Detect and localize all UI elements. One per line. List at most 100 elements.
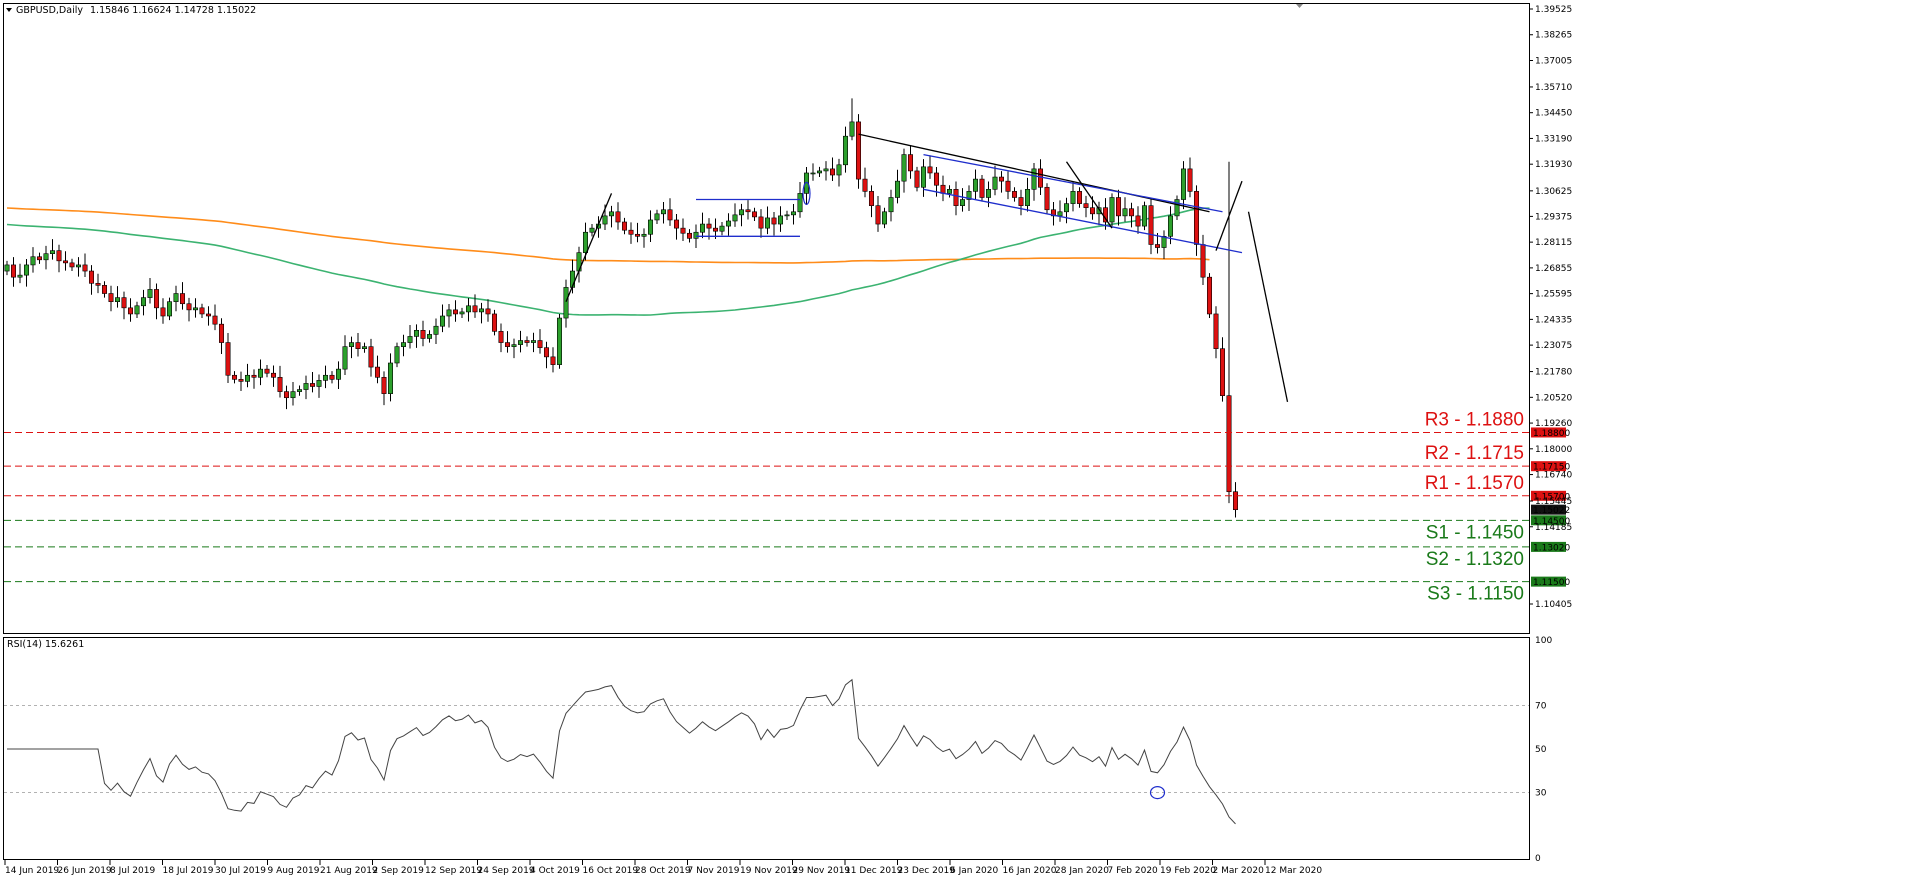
level-label: S1 - 1.1450 bbox=[1426, 522, 1524, 543]
candle bbox=[621, 217, 627, 235]
candle bbox=[485, 299, 491, 322]
price-tick-label: 1.21780 bbox=[1535, 368, 1572, 378]
trendline-march-up[interactable] bbox=[1215, 180, 1243, 251]
date-tick-label: 14 Jun 2019 bbox=[5, 866, 59, 876]
candle bbox=[446, 303, 452, 328]
candle bbox=[1025, 177, 1031, 212]
trendline-october[interactable] bbox=[565, 193, 613, 302]
candle bbox=[115, 286, 121, 308]
candle bbox=[23, 258, 29, 287]
price-tick-label: 1.31930 bbox=[1535, 160, 1572, 170]
candle bbox=[1207, 273, 1213, 319]
date-tick-label: 12 Mar 2020 bbox=[1265, 866, 1322, 876]
level-label: S2 - 1.1320 bbox=[1426, 549, 1524, 570]
candle bbox=[758, 209, 764, 238]
level-price-tag bbox=[1531, 515, 1566, 526]
support-resistance-levels: R3 - 1.1880 1.18800 R2 - 1.1715 1.17150 R1 -… bbox=[4, 409, 1570, 605]
candle bbox=[180, 282, 186, 310]
candle bbox=[232, 371, 238, 384]
candle bbox=[517, 330, 523, 353]
candle bbox=[524, 336, 530, 347]
price-tick-label: 1.18000 bbox=[1535, 445, 1572, 455]
candle bbox=[36, 252, 42, 264]
trendline-descending-upper[interactable] bbox=[858, 133, 1210, 213]
price-tick-label: 1.15445 bbox=[1535, 497, 1572, 507]
candle bbox=[1051, 201, 1057, 226]
scroll-marker-icon[interactable] bbox=[1296, 4, 1303, 8]
candle bbox=[30, 247, 36, 273]
date-tick-label: 16 Jan 2020 bbox=[1003, 866, 1057, 876]
candle bbox=[102, 281, 108, 298]
date-tick-label: 28 Oct 2019 bbox=[635, 866, 691, 876]
ma-orange-line bbox=[6, 207, 1210, 264]
candle bbox=[1018, 189, 1024, 216]
candle bbox=[108, 285, 114, 312]
price-tick-label: 1.24335 bbox=[1535, 315, 1572, 325]
price-tick-label: 1.29375 bbox=[1535, 212, 1572, 222]
price-axis: 1.39525 1.38265 1.37005 1.35710 1.34450 1.331… bbox=[1529, 5, 1572, 610]
candle bbox=[699, 212, 705, 239]
candle bbox=[654, 209, 660, 225]
rsi-plot: 100 70 50 30 0 bbox=[4, 636, 1552, 864]
candle bbox=[413, 324, 419, 348]
level-price-tag-text: 1.18800 bbox=[1533, 429, 1570, 439]
candle bbox=[89, 265, 95, 295]
candle bbox=[628, 222, 634, 244]
candle bbox=[550, 347, 556, 373]
candle bbox=[914, 166, 920, 192]
date-tick-label: 2 Mar 2020 bbox=[1213, 866, 1265, 876]
candle bbox=[459, 307, 465, 319]
channel-upper-line[interactable] bbox=[923, 153, 1223, 213]
candle bbox=[829, 157, 835, 181]
ma-green-line bbox=[6, 207, 1210, 316]
candle bbox=[972, 169, 978, 200]
candle bbox=[771, 211, 777, 236]
candle bbox=[141, 289, 147, 316]
candle bbox=[530, 332, 536, 353]
candle bbox=[407, 324, 413, 349]
symbol-label: GBPUSD,Daily bbox=[16, 5, 83, 16]
trendline-february[interactable] bbox=[1065, 161, 1113, 229]
candle bbox=[667, 198, 673, 226]
candle bbox=[751, 207, 757, 221]
candle bbox=[764, 206, 770, 235]
candle bbox=[381, 371, 387, 406]
rsi-tick-label: 30 bbox=[1535, 789, 1547, 799]
price-plot bbox=[4, 98, 1289, 518]
candle bbox=[673, 214, 679, 240]
symbol-dropdown-icon[interactable] bbox=[6, 8, 12, 12]
price-tick-label: 1.30625 bbox=[1535, 187, 1572, 197]
date-tick-label: 29 Nov 2019 bbox=[793, 866, 851, 876]
candle bbox=[894, 169, 900, 204]
candle bbox=[186, 297, 192, 322]
candle bbox=[608, 205, 614, 228]
rsi-highlight-ellipse[interactable] bbox=[1149, 785, 1166, 800]
trendline-march-down[interactable] bbox=[1247, 211, 1289, 402]
candle bbox=[725, 213, 731, 236]
candle bbox=[979, 175, 985, 202]
candle bbox=[641, 228, 647, 248]
channel-lower-line[interactable] bbox=[923, 188, 1243, 254]
highlight-ellipse[interactable] bbox=[802, 181, 811, 206]
rsi-tick-label: 50 bbox=[1535, 745, 1547, 755]
candle bbox=[790, 204, 796, 225]
candle bbox=[946, 185, 952, 198]
current-price-tag-text: 1.15022 bbox=[1533, 506, 1570, 516]
candle bbox=[420, 320, 426, 347]
candle bbox=[712, 218, 718, 239]
candle bbox=[901, 148, 907, 193]
rsi-tick-label: 70 bbox=[1535, 701, 1547, 711]
candle bbox=[335, 361, 341, 389]
candle bbox=[472, 294, 478, 318]
candle bbox=[647, 210, 653, 243]
candle bbox=[257, 359, 263, 386]
candle bbox=[1031, 162, 1037, 201]
candle bbox=[738, 203, 744, 227]
candle bbox=[1083, 195, 1089, 218]
candle bbox=[589, 224, 595, 237]
level-price-tag bbox=[1531, 576, 1566, 587]
candle bbox=[452, 300, 458, 322]
candle bbox=[264, 365, 270, 378]
candle bbox=[1161, 230, 1167, 259]
main-pane bbox=[3, 3, 1530, 634]
